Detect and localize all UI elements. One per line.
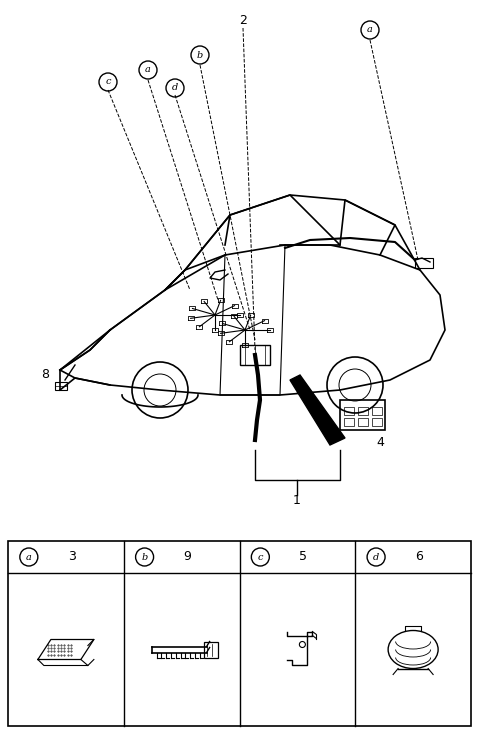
Text: b: b [142, 553, 148, 562]
Text: 1: 1 [293, 493, 301, 506]
Text: 2: 2 [239, 13, 247, 26]
Bar [55, 382, 67, 390]
Text: 5: 5 [299, 550, 307, 564]
Bar [372, 407, 382, 415]
Bar [340, 400, 385, 430]
Text: a: a [26, 553, 32, 562]
Bar [372, 418, 382, 426]
Bar [358, 407, 368, 415]
Text: d: d [172, 84, 178, 92]
Text: 4: 4 [376, 435, 384, 448]
Text: c: c [258, 553, 263, 562]
Text: 7: 7 [294, 383, 302, 396]
Text: 8: 8 [41, 368, 49, 382]
Bar [240, 345, 270, 365]
Polygon shape [290, 375, 345, 445]
Text: 3: 3 [68, 550, 76, 564]
Text: b: b [197, 51, 203, 59]
Bar [8, 541, 471, 726]
Text: 9: 9 [183, 550, 192, 564]
Bar [358, 418, 368, 426]
Text: d: d [373, 553, 379, 562]
Text: a: a [145, 65, 151, 74]
Bar [204, 642, 217, 658]
Bar [344, 407, 354, 415]
Bar [344, 418, 354, 426]
Text: c: c [105, 78, 111, 87]
Text: 6: 6 [415, 550, 423, 564]
Bar [415, 258, 433, 268]
Text: a: a [367, 26, 373, 34]
